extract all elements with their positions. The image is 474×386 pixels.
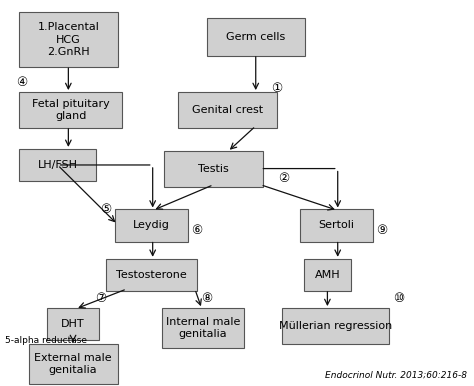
FancyBboxPatch shape [19, 12, 118, 67]
FancyBboxPatch shape [304, 259, 351, 291]
Text: 1.Placental
HCG
2.GnRH: 1.Placental HCG 2.GnRH [37, 22, 99, 57]
Text: ②: ② [278, 173, 290, 186]
Text: ⑧: ⑧ [201, 292, 212, 305]
FancyBboxPatch shape [115, 209, 188, 242]
Text: AMH: AMH [315, 270, 340, 280]
Text: Müllerian regression: Müllerian regression [279, 321, 392, 331]
Text: ④: ④ [16, 76, 27, 89]
Text: Leydig: Leydig [133, 220, 170, 230]
Text: 5-alpha reductase: 5-alpha reductase [5, 336, 87, 345]
Text: Testosterone: Testosterone [116, 270, 187, 280]
Text: ⑦: ⑦ [96, 292, 107, 305]
Text: Fetal pituitary
gland: Fetal pituitary gland [32, 99, 109, 121]
FancyBboxPatch shape [28, 344, 118, 384]
Text: ⑥: ⑥ [191, 223, 203, 237]
FancyBboxPatch shape [19, 149, 97, 181]
Text: LH/FSH: LH/FSH [38, 160, 78, 170]
Text: ⑩: ⑩ [393, 292, 404, 305]
FancyBboxPatch shape [47, 308, 99, 340]
Text: ⑤: ⑤ [100, 203, 111, 216]
FancyBboxPatch shape [164, 151, 263, 186]
FancyBboxPatch shape [178, 92, 277, 128]
FancyBboxPatch shape [106, 259, 197, 291]
FancyBboxPatch shape [207, 18, 305, 56]
Text: External male
genitalia: External male genitalia [34, 352, 112, 375]
FancyBboxPatch shape [300, 209, 373, 242]
FancyBboxPatch shape [19, 92, 122, 128]
Text: Sertoli: Sertoli [319, 220, 355, 230]
Text: Germ cells: Germ cells [226, 32, 285, 42]
FancyBboxPatch shape [282, 308, 389, 344]
Text: Testis: Testis [198, 164, 229, 174]
Text: Endocrinol Nutr. 2013;60:216-8: Endocrinol Nutr. 2013;60:216-8 [325, 371, 466, 380]
Text: ⑨: ⑨ [376, 223, 388, 237]
Text: ①: ① [271, 81, 283, 95]
FancyBboxPatch shape [162, 308, 244, 348]
Text: DHT: DHT [61, 319, 85, 329]
Text: Genital crest: Genital crest [192, 105, 263, 115]
Text: Internal male
genitalia: Internal male genitalia [166, 317, 240, 339]
